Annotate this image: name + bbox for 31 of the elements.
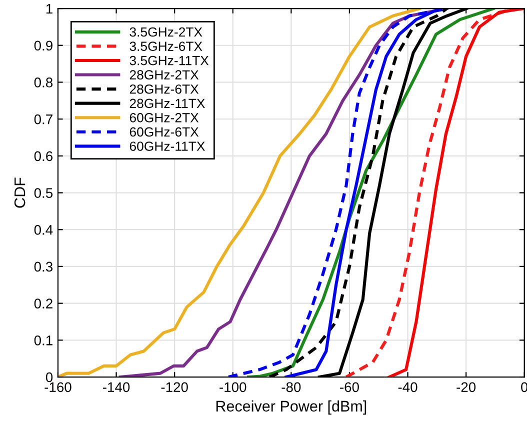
x-tick-label: -160 — [44, 382, 72, 392]
legend-label: 60GHz-11TX — [130, 142, 205, 151]
legend-label: 3.5GHz-6TX — [130, 42, 202, 51]
legend-label: 28GHz-2TX — [130, 70, 199, 80]
y-tick-label: 0.7 — [34, 114, 52, 124]
y-axis-title: CDF — [14, 178, 26, 208]
y-tick-label: 0 — [46, 372, 53, 382]
x-tick-label: -20 — [456, 382, 476, 392]
x-axis-title: Receiver Power [dBm] — [216, 400, 366, 415]
x-tick-label: -120 — [161, 382, 188, 392]
y-tick-label: 0.4 — [34, 224, 53, 235]
legend-label: 3.5GHz-2TX — [130, 27, 202, 37]
x-tick-label: -40 — [398, 382, 418, 392]
y-tick-label: 0.6 — [34, 151, 52, 162]
y-tick-label: 0.8 — [34, 78, 53, 88]
y-tick-label: 0.5 — [34, 188, 53, 198]
y-tick-label: 0.9 — [34, 40, 52, 51]
legend-label: 60GHz-6TX — [130, 127, 199, 137]
legend-label: 28GHz-6TX — [130, 84, 199, 94]
y-tick-label: 0.2 — [34, 298, 52, 308]
x-tick-label: -80 — [282, 382, 301, 392]
line-series — [118, 8, 448, 378]
legend-label: 3.5GHz-11TX — [130, 56, 209, 66]
legend-label: 28GHz-11TX — [130, 98, 205, 108]
y-tick-label: 0.3 — [34, 262, 52, 272]
x-tick-label: -60 — [340, 382, 359, 392]
y-tick-label: 0.1 — [34, 335, 52, 346]
x-tick-label: -100 — [220, 382, 246, 392]
x-tick-label: -140 — [102, 382, 130, 392]
y-tick-label: 1 — [46, 4, 52, 14]
legend-label: 60GHz-2TX — [130, 113, 199, 122]
